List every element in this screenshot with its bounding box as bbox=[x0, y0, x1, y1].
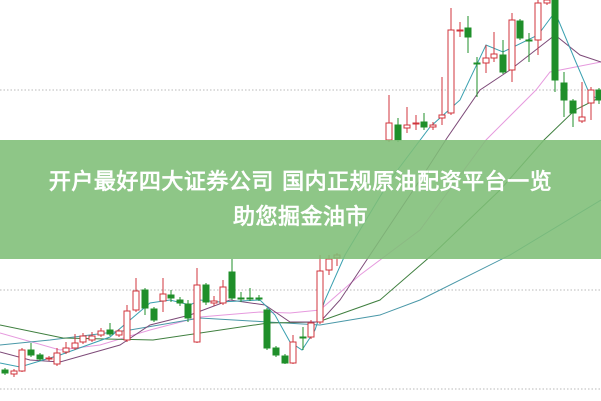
candle-up bbox=[456, 29, 464, 32]
candle-up bbox=[123, 310, 131, 341]
candle-down bbox=[106, 329, 114, 335]
candle-down bbox=[299, 336, 307, 339]
candle-down bbox=[420, 121, 428, 128]
candle-up bbox=[403, 124, 411, 129]
candle-down bbox=[255, 297, 263, 300]
candle-down bbox=[281, 355, 289, 364]
candle-down bbox=[516, 20, 524, 39]
candle-up bbox=[412, 122, 420, 125]
candle-down bbox=[473, 62, 481, 65]
candle-up bbox=[159, 293, 167, 302]
candle-up bbox=[543, 0, 551, 4]
candle-down bbox=[1, 369, 9, 374]
candle-up bbox=[193, 284, 201, 343]
candle-down bbox=[202, 284, 210, 303]
candle-up bbox=[482, 57, 490, 64]
candle-up bbox=[45, 357, 53, 360]
candle-up bbox=[132, 290, 140, 311]
candle-down bbox=[141, 289, 149, 309]
candle-up bbox=[88, 335, 96, 341]
headline-banner: 开户最好四大证券公司 国内正规原油配资平台一览 助您掘金油市 bbox=[0, 140, 601, 259]
candle-up bbox=[316, 270, 324, 323]
headline-line-1: 开户最好四大证券公司 国内正规原油配资平台一览 bbox=[48, 169, 553, 195]
candle-down bbox=[464, 27, 472, 38]
candle-down bbox=[394, 124, 402, 141]
moving-average-line bbox=[0, 61, 601, 351]
candle-up bbox=[508, 19, 516, 71]
candle-up bbox=[289, 341, 297, 364]
candle-down bbox=[184, 303, 192, 319]
candle-up bbox=[307, 322, 315, 338]
candle-down bbox=[569, 100, 577, 114]
candle-up bbox=[18, 349, 26, 372]
candle-down bbox=[499, 54, 507, 73]
candle-down bbox=[525, 39, 533, 42]
candle-down bbox=[272, 347, 280, 356]
candle-down bbox=[263, 309, 271, 349]
candle-down bbox=[560, 82, 568, 101]
candle-down bbox=[150, 308, 158, 321]
candle-up bbox=[115, 330, 123, 336]
candle-up bbox=[385, 122, 393, 141]
headline-line-2: 助您掘金油市 bbox=[232, 204, 368, 230]
candle-down bbox=[27, 349, 35, 356]
candle-up bbox=[587, 89, 595, 104]
candle-down bbox=[228, 271, 236, 299]
candle-down bbox=[36, 354, 44, 360]
candle-up bbox=[10, 370, 18, 375]
candle-down bbox=[551, 0, 559, 81]
candle-up bbox=[429, 124, 437, 128]
candle-up bbox=[71, 342, 79, 349]
candle-up bbox=[325, 258, 333, 271]
candle-up bbox=[97, 330, 105, 336]
candle-up bbox=[62, 347, 70, 353]
candle-up bbox=[219, 286, 227, 304]
moving-average-line bbox=[0, 96, 601, 341]
candle-down bbox=[176, 299, 184, 304]
candle-down bbox=[595, 89, 601, 101]
candle-down bbox=[237, 297, 245, 300]
candle-up bbox=[490, 53, 498, 59]
candle-down bbox=[167, 294, 175, 299]
candle-up bbox=[534, 2, 542, 41]
candle-up bbox=[438, 114, 446, 119]
candle-up bbox=[578, 116, 586, 122]
candle-up bbox=[210, 300, 218, 304]
candle-up bbox=[53, 352, 61, 365]
candle-down bbox=[246, 297, 254, 300]
moving-average-line bbox=[0, 199, 601, 346]
candle-up bbox=[447, 29, 455, 114]
candle-up bbox=[79, 335, 87, 343]
